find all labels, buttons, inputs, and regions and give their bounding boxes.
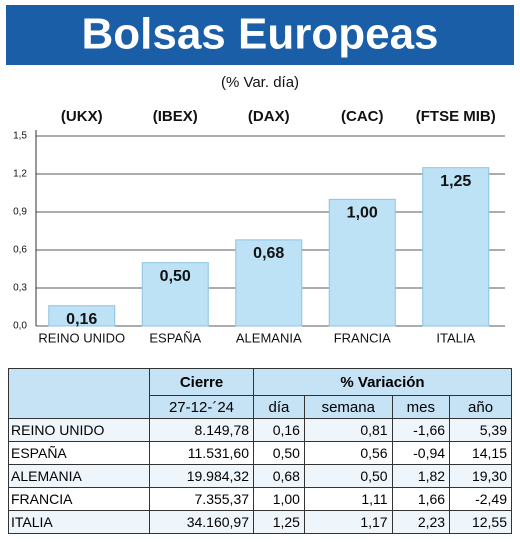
y-tick-label: 0,3 [13, 283, 27, 294]
x-tick-label: ESPAÑA [149, 330, 201, 345]
table-cell: 11.531,60 [148, 441, 255, 465]
header-cell [8, 395, 150, 419]
table-cell: 1,00 [253, 487, 305, 511]
y-tick-label: 1,5 [13, 131, 27, 142]
ticker-label: (CAC) [341, 108, 384, 125]
x-tick-label: FRANCIA [334, 330, 391, 345]
table-cell: 0,81 [303, 418, 393, 442]
table-cell: 34.160,97 [148, 510, 255, 534]
bar [48, 305, 116, 327]
bar [141, 262, 209, 327]
table-cell: 12,55 [449, 510, 512, 534]
header-cell: año [449, 395, 512, 419]
table-row: ITALIA 34.160,97 1,25 1,17 2,23 12,55 [8, 510, 512, 534]
y-tick-label: 0,0 [13, 321, 27, 332]
ticker-label: (DAX) [248, 108, 290, 125]
table-cell: 8.149,78 [148, 418, 255, 442]
header-cell: día [253, 395, 305, 419]
table-cell: 1,25 [253, 510, 305, 534]
x-tick-label: REINO UNIDO [38, 330, 125, 345]
value-label: 0,50 [160, 268, 191, 285]
table-cell: 1,17 [303, 510, 393, 534]
value-label: 1,00 [347, 205, 378, 222]
ticker-label: (IBEX) [153, 108, 198, 125]
table-cell: REINO UNIDO [8, 418, 150, 442]
header-cell: 27-12-´24 [148, 395, 255, 419]
table-cell: 19,30 [449, 464, 512, 488]
table-cell: 5,39 [449, 418, 512, 442]
value-label: 0,16 [66, 311, 97, 328]
table-cell: ITALIA [8, 510, 150, 534]
value-label: 1,25 [440, 173, 471, 190]
table-cell: 1,66 [391, 487, 451, 511]
table-cell: 7.355,37 [148, 487, 255, 511]
chart: Bolsas Europeas (% Var. día) 0,0 0,3 0,6 0,… [6, 5, 514, 345]
bar [328, 198, 396, 327]
table-cell: 0,16 [253, 418, 305, 442]
header-row: Cierre % Variación [8, 368, 512, 396]
data-table: Cierre % Variación 27-12-´24 día semana mes… [8, 368, 512, 534]
table-cell: -1,66 [391, 418, 451, 442]
table-cell: 2,23 [391, 510, 451, 534]
x-tick-label: ALEMANIA [236, 330, 302, 345]
y-tick-label: 1,2 [13, 169, 27, 180]
table-cell: FRANCIA [8, 487, 150, 511]
table-cell: -0,94 [391, 441, 451, 465]
table-row: ESPAÑA 11.531,60 0,50 0,56 -0,94 14,15 [8, 441, 512, 465]
header-cell [8, 368, 150, 396]
y-tick-label: 0,9 [13, 207, 27, 218]
chart-subtitle: (% Var. día) [221, 74, 299, 91]
header-cell: Cierre [148, 368, 255, 396]
bar [422, 167, 490, 327]
x-tick-label: ITALIA [436, 330, 475, 345]
table-cell: 1,11 [303, 487, 393, 511]
chart-title: Bolsas Europeas [81, 10, 438, 59]
y-tick-label: 0,6 [13, 245, 27, 256]
title-banner [6, 5, 514, 65]
table-cell: 0,50 [253, 441, 305, 465]
table-row: FRANCIA 7.355,37 1,00 1,11 1,66 -2,49 [8, 487, 512, 511]
header-row: 27-12-´24 día semana mes año [8, 395, 512, 419]
table-cell: -2,49 [449, 487, 512, 511]
ticker-label: (FTSE MIB) [416, 108, 496, 125]
header-cell: mes [391, 395, 451, 419]
table-row: ALEMANIA 19.984,32 0,68 0,50 1,82 19,30 [8, 464, 512, 488]
table-row: REINO UNIDO 8.149,78 0,16 0,81 -1,66 5,39 [8, 418, 512, 442]
table-cell: 1,82 [391, 464, 451, 488]
table-cell: 0,50 [303, 464, 393, 488]
table-cell: ESPAÑA [8, 441, 150, 465]
table-cell: 19.984,32 [148, 464, 255, 488]
table-cell: ALEMANIA [8, 464, 150, 488]
value-label: 0,68 [253, 245, 284, 262]
bar [235, 239, 303, 327]
ticker-label: (UKX) [61, 108, 103, 125]
header-cell: % Variación [253, 368, 512, 396]
header-cell: semana [303, 395, 393, 419]
table-cell: 0,56 [303, 441, 393, 465]
table-cell: 14,15 [449, 441, 512, 465]
table-cell: 0,68 [253, 464, 305, 488]
